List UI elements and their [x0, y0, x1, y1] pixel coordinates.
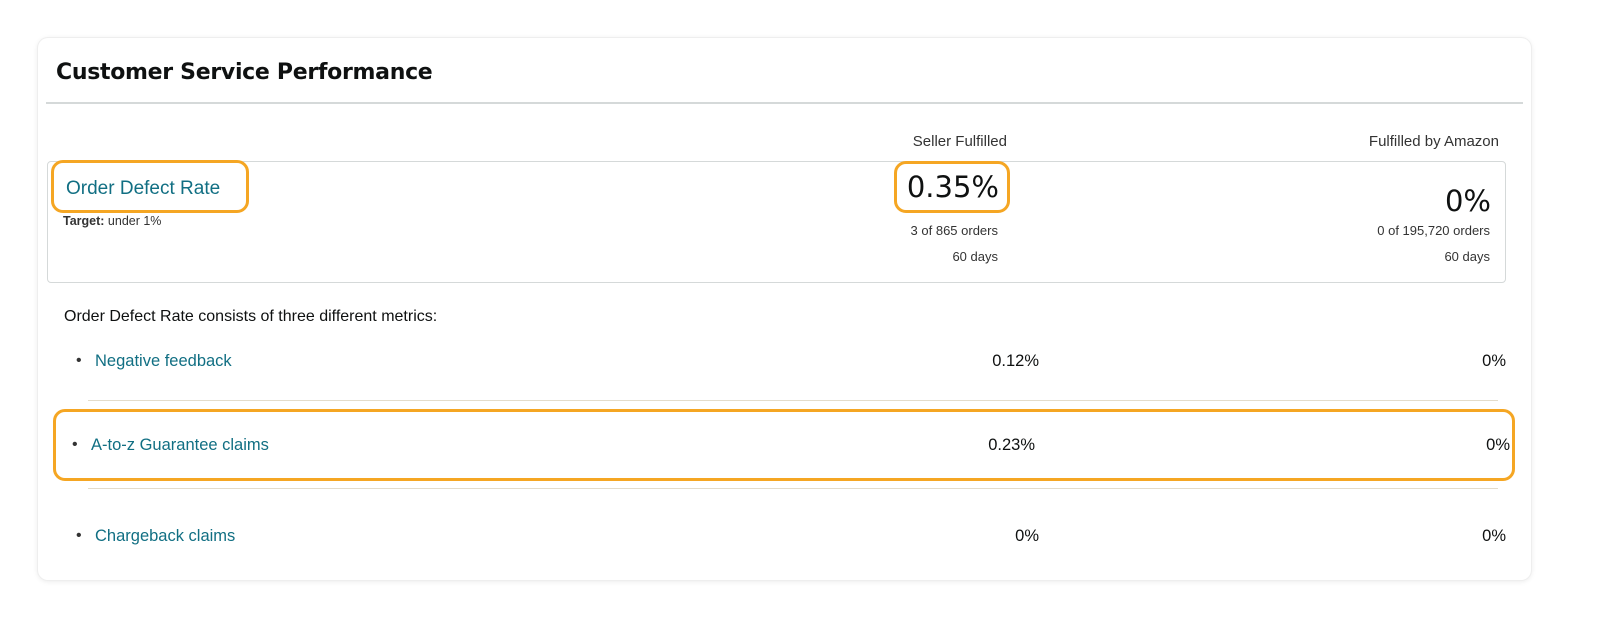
odr-intro-text: Order Defect Rate consists of three diff…	[64, 308, 438, 325]
chargeback-claims-link[interactable]: Chargeback claims	[95, 527, 236, 545]
chargeback-fba-value: 0%	[1482, 527, 1506, 545]
odr-seller-fulfilled-rate: 0.35%	[906, 170, 999, 204]
odr-target-value: under 1%	[104, 214, 162, 228]
card-title: Customer Service Performance	[56, 60, 433, 85]
bullet: •	[76, 527, 82, 544]
metric-row-chargeback: • Chargeback claims 0% 0%	[66, 524, 1506, 554]
column-header-fba: Fulfilled by Amazon	[1368, 133, 1499, 150]
odr-fba-orders: 0 of 195,720 orders	[1377, 223, 1490, 238]
customer-service-performance-card: Customer Service Performance Seller Fulf…	[38, 38, 1531, 580]
a-to-z-seller-value: 0.23%	[988, 436, 1035, 454]
odr-seller-fulfilled-period: 60 days	[952, 249, 998, 264]
row-divider	[88, 400, 1498, 401]
chargeback-seller-value: 0%	[1015, 527, 1039, 545]
metric-row-a-to-z: • A-to-z Guarantee claims 0.23% 0%	[62, 433, 1510, 463]
bullet: •	[72, 436, 78, 453]
title-divider	[46, 102, 1523, 104]
row-divider	[88, 488, 1498, 489]
odr-seller-fulfilled-orders: 3 of 865 orders	[910, 223, 998, 238]
order-defect-rate-link[interactable]: Order Defect Rate	[66, 178, 221, 199]
odr-fba-rate: 0%	[1444, 184, 1491, 218]
column-header-seller-fulfilled: Seller Fulfilled	[912, 133, 1007, 150]
a-to-z-fba-value: 0%	[1486, 436, 1510, 454]
negative-feedback-seller-value: 0.12%	[992, 352, 1039, 370]
negative-feedback-fba-value: 0%	[1482, 352, 1506, 370]
bullet: •	[76, 352, 82, 369]
odr-fba-period: 60 days	[1444, 249, 1490, 264]
odr-target-label: Target:	[63, 214, 105, 228]
odr-target: Target: under 1%	[63, 214, 161, 228]
order-defect-rate-box: Order Defect Rate Target: under 1% 0.35%…	[47, 161, 1506, 283]
metric-row-negative-feedback: • Negative feedback 0.12% 0%	[66, 349, 1506, 379]
a-to-z-guarantee-claims-link[interactable]: A-to-z Guarantee claims	[91, 436, 269, 454]
negative-feedback-link[interactable]: Negative feedback	[95, 352, 232, 370]
